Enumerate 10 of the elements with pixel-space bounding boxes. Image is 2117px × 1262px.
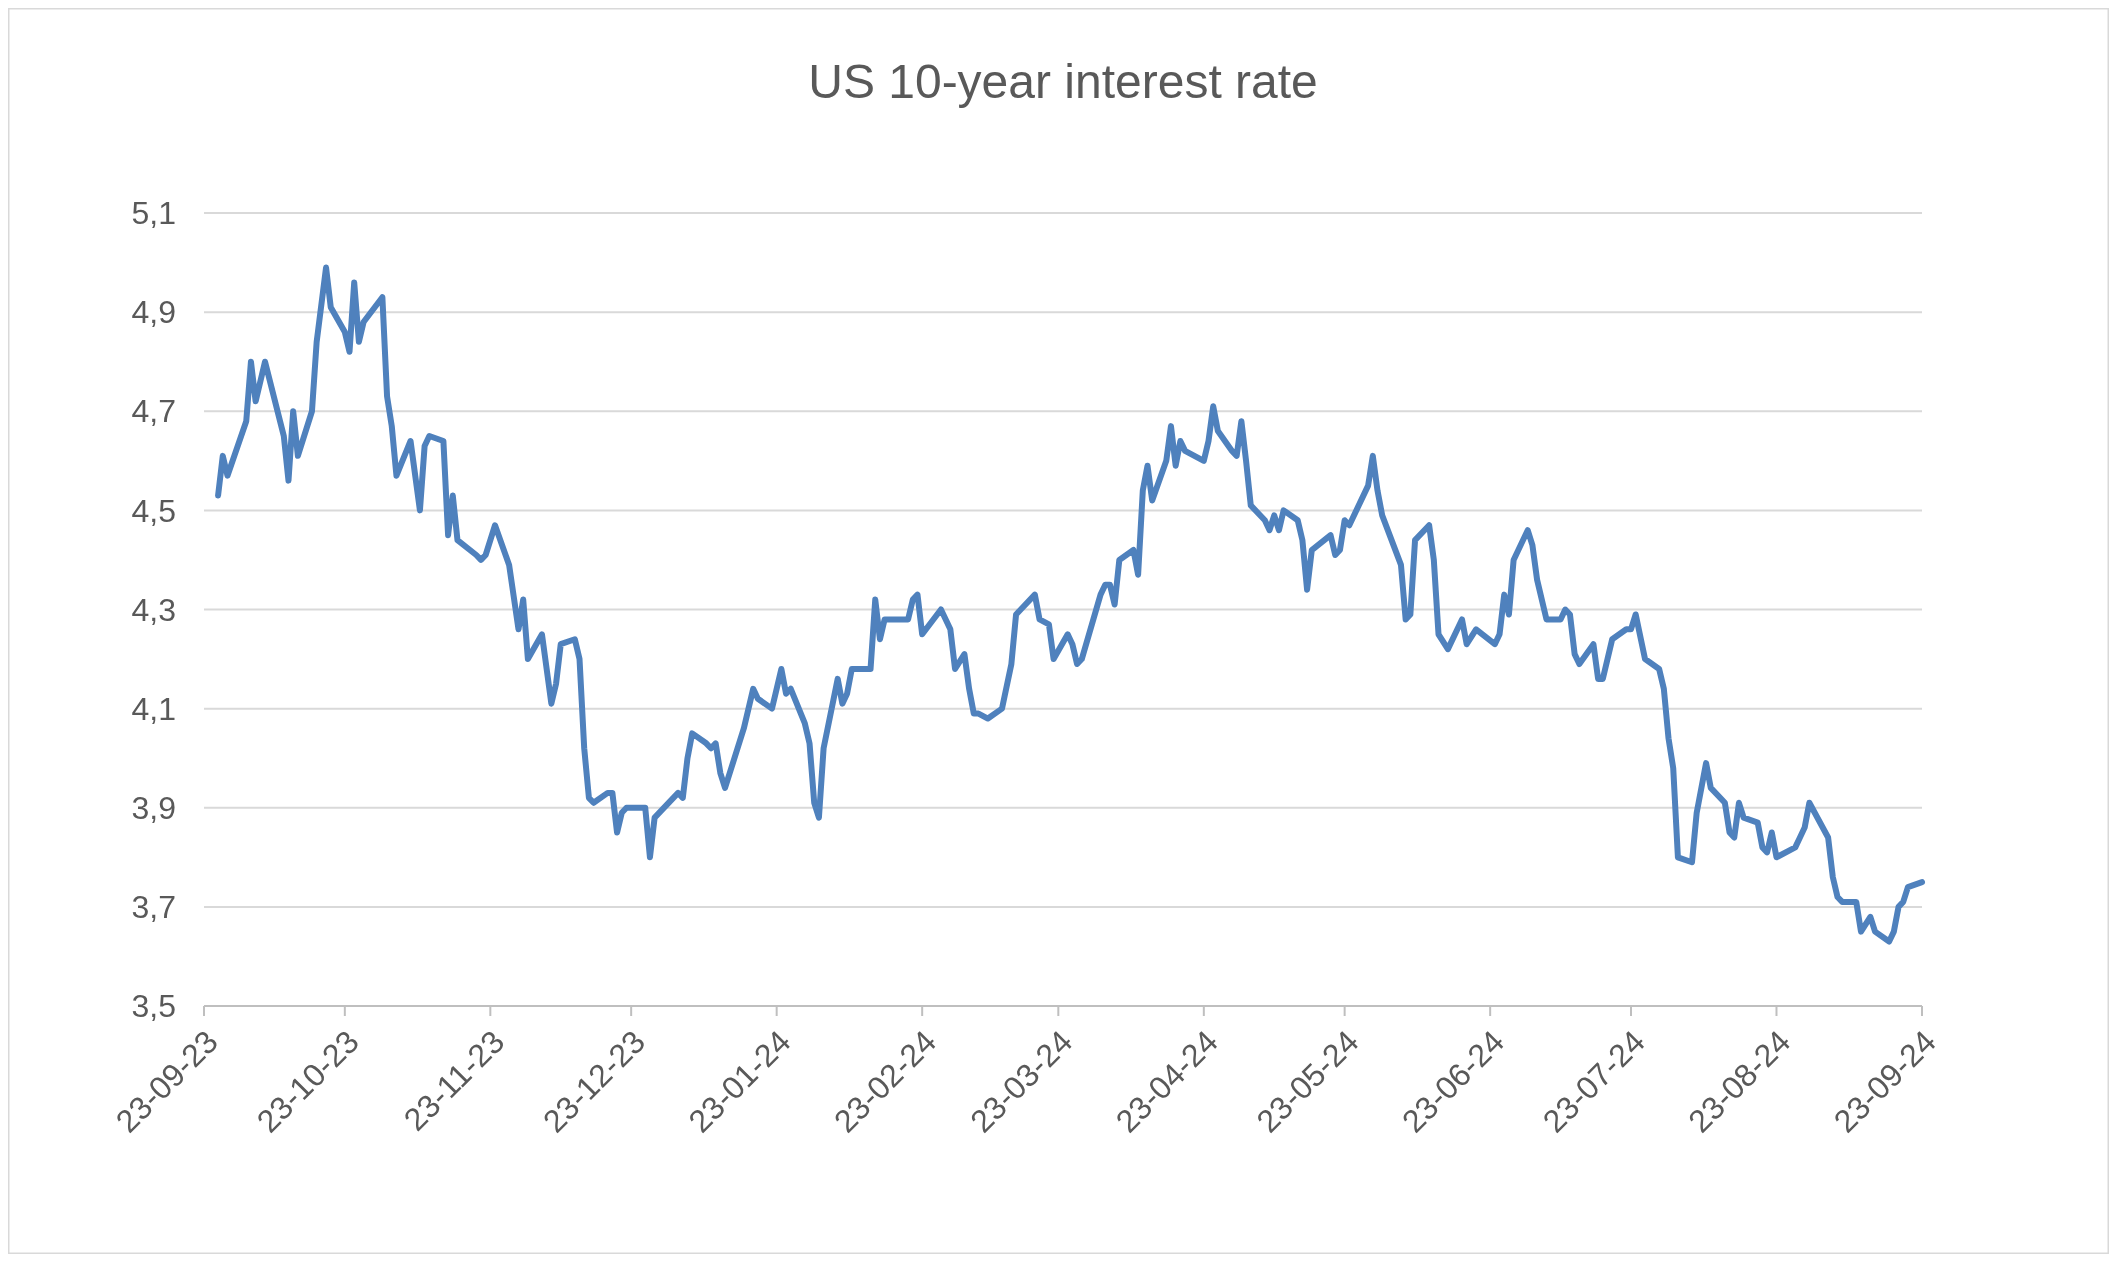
y-tick-label: 4,1 bbox=[131, 690, 176, 727]
y-tick-label: 4,3 bbox=[131, 591, 176, 628]
y-tick-label: 5,1 bbox=[131, 195, 176, 232]
y-tick-label: 3,5 bbox=[131, 988, 176, 1025]
y-tick-label: 4,9 bbox=[131, 294, 176, 331]
y-tick-label: 3,7 bbox=[131, 889, 176, 926]
chart-title: US 10-year interest rate bbox=[808, 55, 1318, 108]
y-tick-label: 4,5 bbox=[131, 492, 176, 529]
y-tick-label: 4,7 bbox=[131, 393, 176, 430]
y-tick-label: 3,9 bbox=[131, 789, 176, 826]
